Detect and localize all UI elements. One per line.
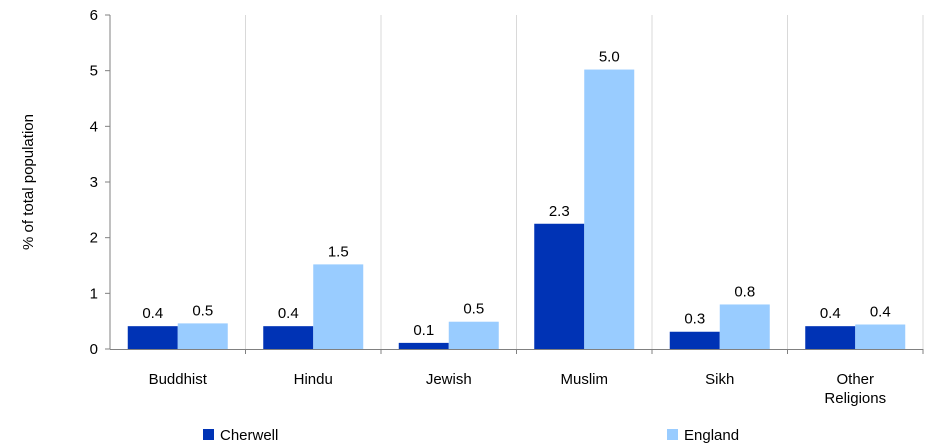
legend-label-cherwell: Cherwell [220,427,278,444]
data-label: 0.4 [278,305,299,322]
data-label: 0.4 [870,304,891,321]
y-tick-label: 1 [90,285,98,302]
category-label-line: Religions [824,390,886,407]
y-tick-label: 5 [90,63,98,80]
bar-england-5 [855,324,906,349]
bar-cherwell-3 [534,223,585,349]
data-label: 0.1 [413,322,434,339]
bar-cherwell-5 [805,326,856,349]
bar-cherwell-2 [398,342,449,349]
category-label: Muslim [561,371,609,388]
data-label: 0.8 [734,283,755,300]
data-label: 0.5 [192,302,213,319]
data-labels: 0.4 0.4 0.1 2.3 0.3 0.4 0.5 1.5 0.5 5.0 0.8 0.4 [142,49,890,339]
bar-england-1 [313,264,364,349]
y-tick-label: 0 [90,341,98,358]
bar-england-0 [177,323,228,349]
gridlines [245,15,924,349]
bar-england-3 [584,69,635,349]
legend-swatch-cherwell [203,429,214,440]
data-label: 0.4 [142,305,163,322]
bar-england-2 [448,321,499,349]
category-label: Hindu [294,371,333,388]
bar-england-4 [719,304,770,349]
axes [105,14,924,354]
category-label: Buddhist [149,371,208,388]
legend-label-england: England [684,427,739,444]
y-tick-label: 6 [90,7,98,24]
y-tick-labels: 0 1 2 3 4 5 6 [90,7,98,358]
y-tick-label: 4 [90,118,98,135]
bars [127,69,906,349]
bar-cherwell-0 [127,326,178,349]
y-tick-label: 3 [90,174,98,191]
category-label-line: Hindu [294,371,333,388]
legend: Cherwell England [203,427,739,444]
y-axis-title: % of total population [20,114,37,250]
category-label-line: Other [836,371,874,388]
category-label: Other Religions [824,371,886,407]
data-label: 5.0 [599,49,620,66]
data-label: 0.4 [820,305,841,322]
data-label: 0.5 [463,301,484,318]
legend-swatch-england [667,429,678,440]
bar-cherwell-4 [669,331,720,349]
y-tick-label: 2 [90,230,98,247]
data-label: 1.5 [328,243,349,260]
category-label-line: Buddhist [149,371,208,388]
category-label: Sikh [705,371,734,388]
category-label-line: Sikh [705,371,734,388]
category-label-line: Muslim [561,371,609,388]
category-label-line: Jewish [426,371,472,388]
data-label: 2.3 [549,203,570,220]
x-tick-labels: Buddhist Hindu Jewish Muslim Sikh Other Religi… [149,371,887,407]
bar-cherwell-1 [263,326,314,349]
category-label: Jewish [426,371,472,388]
data-label: 0.3 [684,311,705,328]
